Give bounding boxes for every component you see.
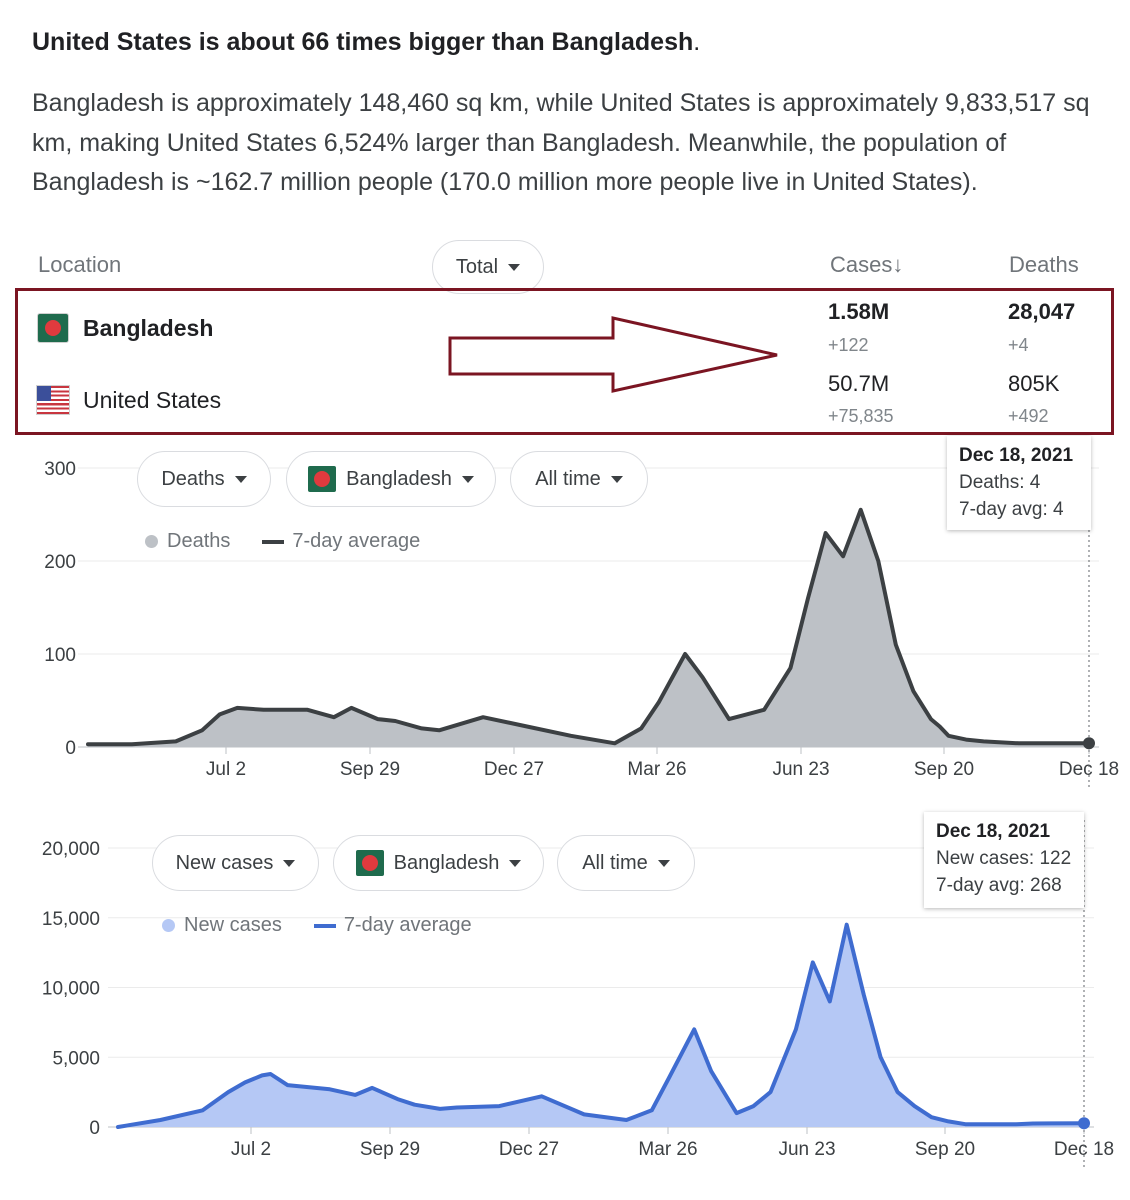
legend-bars-label: Deaths: [167, 530, 231, 552]
y-tick-label: 300: [44, 459, 76, 480]
highlight-frame: [15, 288, 1114, 435]
col-cases-sort[interactable]: Cases↓: [830, 252, 904, 277]
tooltip-line2: 7-day avg: 4: [959, 499, 1064, 520]
y-tick-label: 20,000: [42, 839, 100, 860]
range-dropdown-cases[interactable]: All time: [557, 835, 695, 891]
daily-bars-area: [88, 509, 1089, 747]
daily-bars-area: [118, 924, 1084, 1127]
bangladesh-flag-icon: [355, 850, 384, 876]
arrow-icon: [448, 316, 778, 393]
x-tick-label: Dec 27: [484, 759, 544, 780]
seven-day-average-line: [86, 507, 1091, 747]
total-label: Total: [455, 255, 499, 278]
hover-point: [1083, 737, 1095, 750]
bangladesh-flag-icon: [38, 314, 68, 342]
x-tick-label: Mar 26: [638, 1139, 697, 1160]
total-dropdown[interactable]: Total: [432, 240, 544, 294]
col-location: Location: [38, 252, 122, 277]
x-tick-label: Sep 29: [340, 759, 400, 780]
legend-line-icon: [313, 923, 336, 928]
y-tick-label: 200: [44, 552, 76, 573]
us-deaths: 805K: [1008, 371, 1060, 396]
y-tick-label: 0: [65, 738, 76, 759]
cases-legend: New cases 7-day average: [162, 914, 472, 937]
metric-dropdown-cases[interactable]: New cases: [152, 835, 319, 891]
x-tick-label: Jul 2: [231, 1139, 271, 1160]
location-label: Bangladesh: [346, 467, 452, 490]
tooltip-line1: New cases: 122: [936, 848, 1072, 869]
bangladesh-cases: 1.58M: [828, 299, 890, 324]
metric-dropdown-deaths[interactable]: Deaths: [137, 451, 271, 507]
cases-tooltip: Dec 18, 2021 New cases: 122 7-day avg: 2…: [924, 812, 1084, 908]
caret-down-icon: [234, 475, 247, 483]
tooltip-date: Dec 18, 2021: [936, 821, 1051, 842]
metric-label: New cases: [175, 851, 274, 874]
headline: United States is about 66 times bigger t…: [32, 28, 700, 57]
location-label: Bangladesh: [393, 851, 500, 874]
tooltip-date: Dec 18, 2021: [959, 445, 1074, 466]
location-dropdown-deaths[interactable]: Bangladesh: [286, 451, 496, 507]
bangladesh-cases-delta: +122: [828, 335, 869, 355]
range-dropdown-deaths[interactable]: All time: [510, 451, 648, 507]
hover-point: [1078, 1117, 1090, 1130]
caret-down-icon: [509, 859, 522, 867]
location-dropdown-cases[interactable]: Bangladesh: [333, 835, 544, 891]
x-tick-label: Dec 18: [1054, 1139, 1114, 1160]
caret-down-icon: [461, 475, 474, 483]
caret-down-icon: [657, 859, 670, 867]
y-tick-label: 100: [44, 645, 76, 666]
caret-down-icon: [283, 859, 296, 867]
headline-bold: United States is about 66 times bigger t…: [32, 28, 694, 56]
legend-line-label: 7-day average: [343, 914, 472, 936]
metric-label: Deaths: [161, 467, 225, 490]
legend-dot-icon: [162, 919, 175, 932]
range-label: All time: [535, 467, 601, 490]
col-deaths[interactable]: Deaths: [1009, 252, 1079, 277]
y-tick-label: 15,000: [42, 909, 100, 930]
annotation-arrow: [448, 316, 778, 393]
caret-down-icon: [508, 263, 521, 271]
bangladesh-flag-icon: [308, 466, 337, 492]
headline-tail: .: [693, 28, 701, 56]
deaths-chart: 0 100 200 300 Jul 2 Sep 29 Dec 27 Mar 26 Jun 23 S…: [44, 440, 1119, 790]
deaths-tooltip: Dec 18, 2021 Deaths: 4 7-day avg: 4: [947, 436, 1091, 530]
deaths-legend: Deaths 7-day average: [145, 530, 420, 553]
row-us-name[interactable]: United States: [83, 387, 222, 413]
row-bangladesh-name[interactable]: Bangladesh: [83, 315, 214, 341]
y-tick-label: 0: [89, 1118, 100, 1139]
legend-line-label: 7-day average: [292, 530, 421, 552]
legend-line-icon: [262, 539, 285, 544]
legend-bars-label: New cases: [184, 914, 282, 936]
x-tick-label: Dec 27: [499, 1139, 559, 1160]
x-tick-label: Jun 23: [778, 1139, 835, 1160]
seven-day-average-line: [116, 922, 1086, 1129]
us-flag-icon: [37, 386, 69, 414]
x-tick-label: Jun 23: [772, 759, 829, 780]
x-tick-label: Dec 18: [1059, 759, 1119, 780]
caret-down-icon: [610, 475, 623, 483]
y-tick-label: 10,000: [42, 979, 100, 1000]
legend-dot-icon: [145, 535, 158, 548]
us-cases-delta: +75,835: [828, 406, 894, 426]
y-tick-label: 5,000: [52, 1048, 100, 1069]
x-tick-label: Sep 20: [915, 1139, 975, 1160]
x-tick-label: Jul 2: [206, 759, 246, 780]
range-label: All time: [582, 851, 648, 874]
comparison-paragraph: Bangladesh is approximately 148,460 sq k…: [32, 89, 1090, 196]
x-tick-label: Mar 26: [627, 759, 686, 780]
x-tick-label: Sep 20: [914, 759, 974, 780]
tooltip-line2: 7-day avg: 268: [936, 875, 1062, 896]
us-deaths-delta: +492: [1008, 406, 1049, 426]
bangladesh-deaths-delta: +4: [1008, 335, 1029, 355]
us-cases: 50.7M: [828, 371, 890, 396]
bangladesh-deaths: 28,047: [1008, 299, 1076, 324]
x-tick-label: Sep 29: [360, 1139, 420, 1160]
tooltip-line1: Deaths: 4: [959, 472, 1041, 493]
